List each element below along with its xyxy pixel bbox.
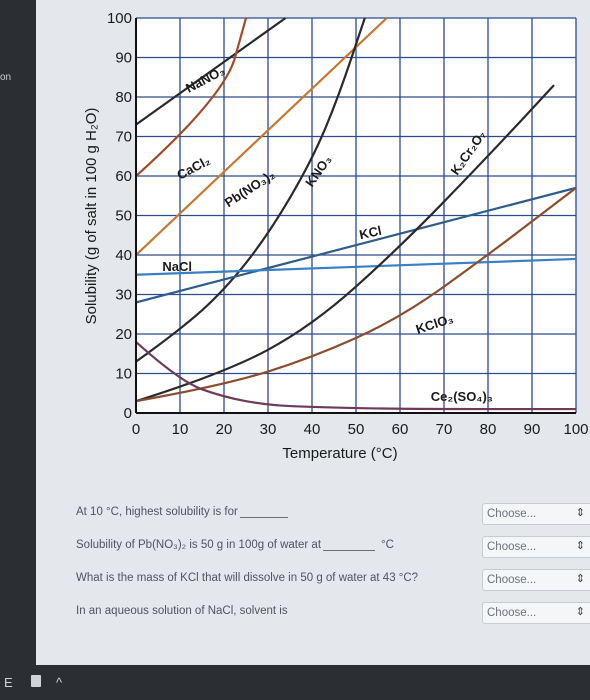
series-label: Ce₂(SO₄)₃ xyxy=(431,389,493,404)
question-4-dropdown-value: Choose... xyxy=(487,607,537,619)
series-line xyxy=(136,17,287,126)
question-1-dropdown[interactable]: Choose... ⇕ xyxy=(482,503,590,525)
x-tick-label: 90 xyxy=(524,421,541,438)
question-2-unit: °C xyxy=(381,539,394,551)
x-tick-label: 20 xyxy=(216,421,233,438)
speaker-icon[interactable] xyxy=(31,675,41,687)
series-line xyxy=(136,341,576,411)
question-3-text: What is the mass of KCl that will dissol… xyxy=(76,572,419,584)
question-2-dropdown-value: Choose... xyxy=(487,541,537,553)
y-tick-label: 70 xyxy=(115,129,132,146)
x-tick-label: 40 xyxy=(304,421,321,438)
question-2-blank xyxy=(323,550,376,551)
x-tick-label: 50 xyxy=(348,421,365,438)
dropdown-arrow-icon: ⇕ xyxy=(575,540,585,552)
solubility-chart: 0 10 20 30 40 50 60 70 80 90 100 0 10 20 30 40 50 60 70 80 9… xyxy=(83,10,589,462)
taskbar: E ^ xyxy=(0,665,590,700)
y-tick-label: 20 xyxy=(115,326,132,343)
grid xyxy=(135,17,577,414)
question-4-text: In an aqueous solution of NaCl, solvent … xyxy=(76,605,288,617)
series-lines xyxy=(136,17,576,411)
y-tick-label: 0 xyxy=(124,405,132,422)
dropdown-arrow-icon: ⇕ xyxy=(575,573,585,585)
taskbar-edge-icon[interactable]: E xyxy=(4,675,13,690)
question-1: At 10 °C, highest solubility is for xyxy=(76,506,288,518)
worksheet: 0 10 20 30 40 50 60 70 80 90 100 0 10 20 30 40 50 60 70 80 9… xyxy=(36,0,590,665)
question-4: In an aqueous solution of NaCl, solvent … xyxy=(76,605,288,617)
y-tick-label: 60 xyxy=(115,168,132,185)
y-tick-label: 40 xyxy=(115,247,132,264)
edge-text: on xyxy=(0,72,12,83)
y-tick-label: 100 xyxy=(107,10,132,27)
y-tick-label: 30 xyxy=(115,287,132,304)
question-4-dropdown[interactable]: Choose... ⇕ xyxy=(482,602,590,624)
axes: 0 10 20 30 40 50 60 70 80 90 100 0 10 20 30 40 50 60 70 80 9… xyxy=(107,10,589,438)
x-tick-label: 60 xyxy=(392,421,409,438)
question-3-dropdown[interactable]: Choose... ⇕ xyxy=(482,569,590,591)
x-tick-label: 30 xyxy=(260,421,277,438)
x-tick-label: 70 xyxy=(436,421,453,438)
series-line xyxy=(136,257,576,276)
series-line xyxy=(136,84,555,403)
series-line xyxy=(136,186,576,304)
series-label: KCl xyxy=(358,223,383,242)
y-tick-label: 80 xyxy=(115,89,132,106)
x-tick-label: 100 xyxy=(563,421,588,438)
y-tick-label: 90 xyxy=(115,50,132,67)
question-2-dropdown[interactable]: Choose... ⇕ xyxy=(482,536,590,558)
chevron-up-icon[interactable]: ^ xyxy=(56,675,63,690)
dropdown-arrow-icon: ⇕ xyxy=(575,507,585,519)
question-1-dropdown-value: Choose... xyxy=(487,508,537,520)
series-line xyxy=(136,17,366,363)
series-label: NaCl xyxy=(162,259,192,274)
question-3-dropdown-value: Choose... xyxy=(487,574,537,586)
series-line xyxy=(136,186,576,403)
x-tick-label: 80 xyxy=(480,421,497,438)
question-3: What is the mass of KCl that will dissol… xyxy=(76,572,418,584)
series-line xyxy=(136,17,248,177)
x-axis-title: Temperature (°C) xyxy=(282,445,397,462)
dropdown-arrow-icon: ⇕ xyxy=(575,606,585,618)
x-tick-label: 0 xyxy=(132,421,140,438)
x-tick-label: 10 xyxy=(172,421,189,438)
question-2: Solubility of Pb(NO₃)₂ is 50 g in 100g o… xyxy=(76,539,394,551)
y-axis-title: Solubility (g of salt in 100 g H₂O) xyxy=(83,108,100,325)
question-2-text: Solubility of Pb(NO₃)₂ is 50 g in 100g o… xyxy=(76,539,322,551)
question-1-text: At 10 °C, highest solubility is for xyxy=(76,506,238,518)
series-line xyxy=(136,17,388,256)
y-tick-label: 50 xyxy=(115,208,132,225)
question-1-blank xyxy=(239,517,288,518)
y-tick-label: 10 xyxy=(115,366,132,383)
